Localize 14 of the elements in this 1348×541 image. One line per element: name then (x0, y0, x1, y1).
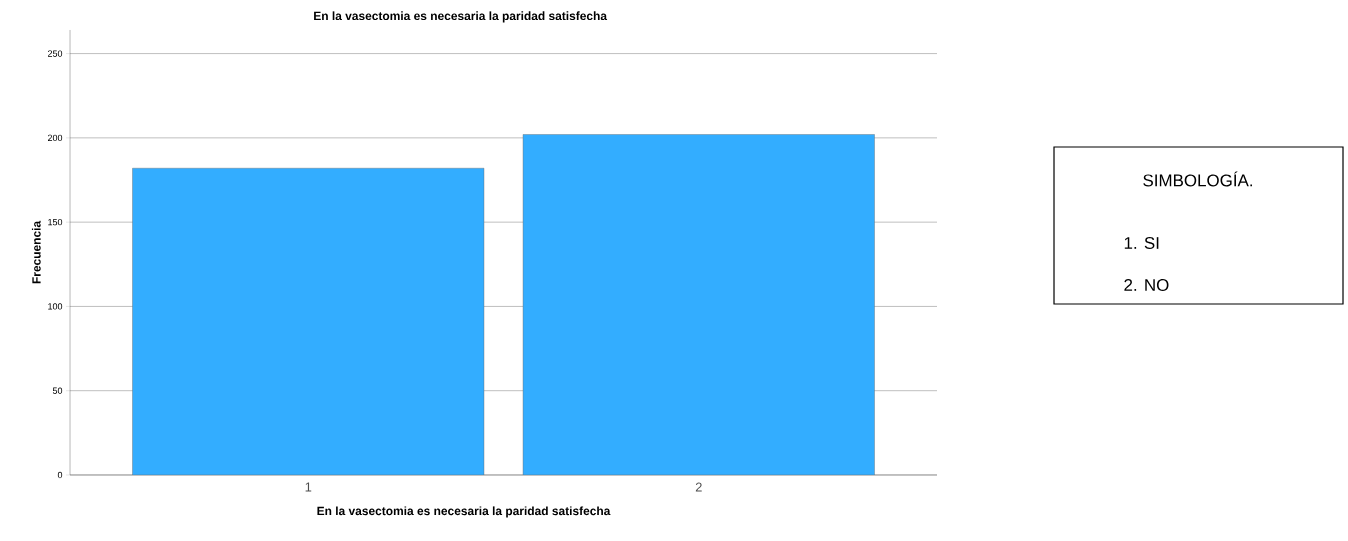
x-tick-label: 1 (305, 482, 312, 492)
y-tick-label: 200 (47, 134, 63, 142)
y-tick-label: 50 (52, 387, 63, 394)
text: 1. SI (1124, 236, 1159, 249)
x-tick-label: 2 (695, 482, 702, 492)
y-tick-label: 0 (57, 471, 63, 479)
text: 2. NO (1124, 278, 1169, 291)
text: SIMBOLOGÍA. (1143, 171, 1252, 187)
y-axis-title: Frecuencia (31, 220, 41, 284)
x-axis-title: En la vasectomia es necesaria la paridad satisfecha (317, 506, 611, 518)
y-tick-label: 250 (47, 50, 63, 57)
chart-title: En la vasectomia es necesaria la paridad satisfecha (314, 11, 608, 23)
y-tick-label: 150 (48, 218, 63, 226)
y-tick-label: 100 (48, 303, 63, 310)
